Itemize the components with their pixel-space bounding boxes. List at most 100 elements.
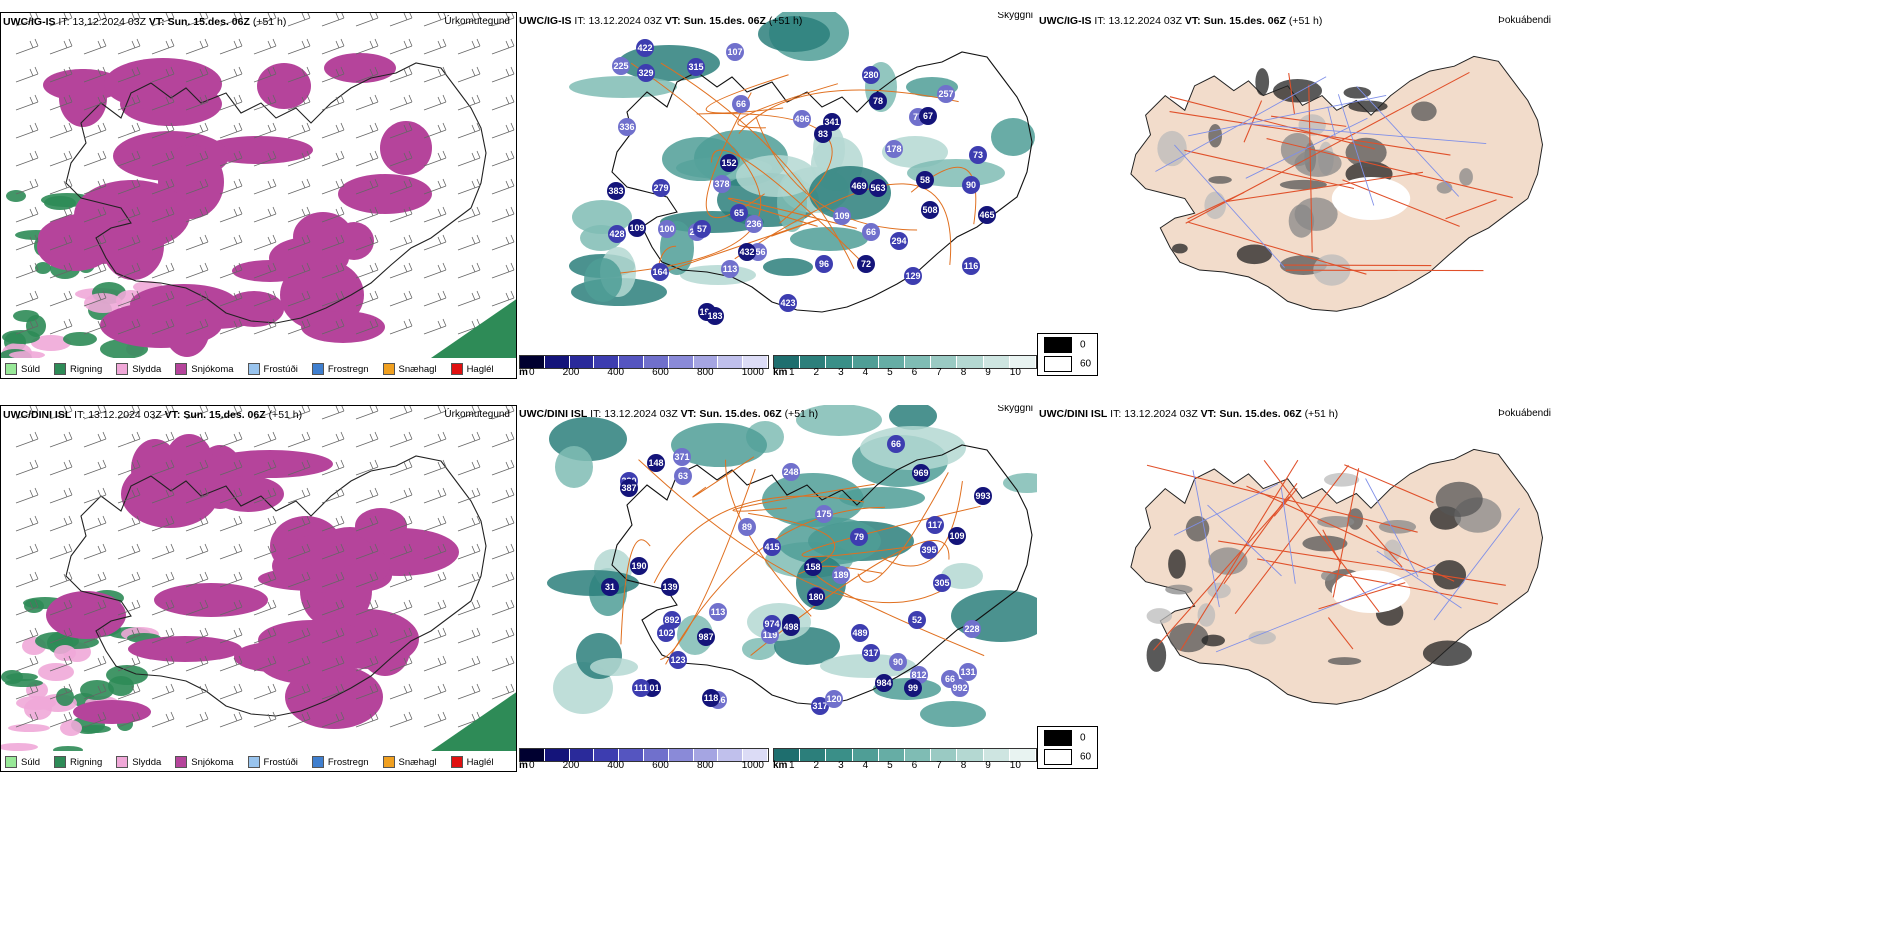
ceiling-label: 892 xyxy=(664,615,679,625)
ceiling-cell xyxy=(779,294,797,312)
road xyxy=(1225,171,1423,203)
wind-barb xyxy=(321,234,345,251)
snow-area xyxy=(355,508,407,544)
ceiling-cell xyxy=(962,176,980,194)
wind-barb xyxy=(83,178,107,195)
ceiling-label: 118 xyxy=(704,693,719,703)
ceiling-label: 63 xyxy=(678,471,688,481)
visibility-area xyxy=(758,16,830,52)
wind-barb xyxy=(491,234,515,251)
wind-barb xyxy=(457,234,481,251)
tick-label: 8 xyxy=(960,367,967,378)
ceiling-unit: m xyxy=(519,367,528,378)
rain-area xyxy=(38,663,74,681)
wind-barb xyxy=(185,318,209,335)
ceiling-cell xyxy=(637,64,655,82)
wind-barb xyxy=(83,38,107,55)
wind-barb xyxy=(117,94,141,111)
wind-barb xyxy=(491,487,515,504)
colorbar-step xyxy=(520,749,545,761)
tick-label: 200 xyxy=(562,367,580,378)
wind-barb xyxy=(49,66,73,83)
wind-barb xyxy=(287,318,311,335)
wind-barb xyxy=(355,290,379,307)
wind-barb xyxy=(117,487,141,504)
tick-label: 1000 xyxy=(741,760,764,771)
legend-label: Súld xyxy=(21,363,41,375)
wind-barb xyxy=(219,94,243,111)
wind-barb xyxy=(253,94,277,111)
wind-barb xyxy=(117,290,141,307)
wind-barb xyxy=(491,683,515,700)
river xyxy=(1280,487,1296,584)
wind-barb xyxy=(219,543,243,560)
ceiling-cell xyxy=(890,232,908,250)
ceiling-label: 111 xyxy=(634,683,648,693)
wind-barb xyxy=(321,38,345,55)
road xyxy=(1223,483,1298,585)
wind-barb xyxy=(423,487,447,504)
wind-barb xyxy=(15,487,39,504)
ceiling-label: 428 xyxy=(609,229,624,239)
wind-barb xyxy=(423,683,447,700)
rain-area xyxy=(1,670,23,684)
ceiling-ticks: 0 200 400 600 800 1000 xyxy=(529,367,764,378)
wind-barb xyxy=(185,290,209,307)
ceiling-label: 371 xyxy=(674,452,689,462)
legend-label: Frostúði xyxy=(263,363,298,375)
wind-barb xyxy=(219,234,243,251)
visibility-area xyxy=(941,563,983,589)
road xyxy=(1342,179,1460,227)
tick-label: 0 xyxy=(529,367,535,378)
colorbar-step xyxy=(619,749,644,761)
colorbar-step xyxy=(619,356,644,368)
wind-barb xyxy=(287,571,311,588)
tick-label: 8 xyxy=(960,760,967,771)
coastline xyxy=(65,455,487,717)
wind-barb xyxy=(83,459,107,476)
wind-barb xyxy=(219,683,243,700)
wind-barb xyxy=(49,459,73,476)
fog-index-map xyxy=(1130,448,1543,705)
ceiling-label: 116 xyxy=(964,261,979,271)
wind-barb xyxy=(117,234,141,251)
wind-barb xyxy=(287,487,311,504)
wind-barb xyxy=(83,627,107,644)
wind-barb xyxy=(83,571,107,588)
road xyxy=(653,495,865,584)
ceiling-cell xyxy=(951,679,969,697)
wind-barb xyxy=(389,318,413,335)
wind-barb xyxy=(389,290,413,307)
fog-area xyxy=(1294,197,1338,231)
wind-barb xyxy=(83,234,107,251)
wind-barb xyxy=(151,655,175,672)
wind-barb xyxy=(321,150,345,167)
wind-barb xyxy=(287,38,311,55)
wind-barb xyxy=(49,94,73,111)
ceiling-label: 496 xyxy=(794,114,809,124)
wind-barb xyxy=(15,150,39,167)
road xyxy=(1273,488,1298,517)
river xyxy=(1365,478,1419,578)
legend-item: Súld xyxy=(5,756,40,768)
ceiling-label: 987 xyxy=(698,632,713,642)
road xyxy=(1257,558,1499,605)
wind-barb xyxy=(321,543,345,560)
fog-area xyxy=(1201,634,1225,647)
wind-barb xyxy=(117,543,141,560)
ceiling-label: 96 xyxy=(819,259,829,269)
wind-barb xyxy=(185,262,209,279)
colorbar-step xyxy=(800,749,827,761)
legend-item: Slydda xyxy=(116,756,161,768)
wind-barb xyxy=(389,431,413,448)
wind-barb xyxy=(423,627,447,644)
wind-barb xyxy=(117,711,141,728)
tick-label: 2 xyxy=(813,760,820,771)
wind-barb xyxy=(49,38,73,55)
ceiling-ticks: 0 200 400 600 800 1000 xyxy=(529,760,764,771)
ceiling-label: 123 xyxy=(670,655,685,665)
fog-swatch xyxy=(1044,337,1072,353)
ceiling-cell xyxy=(706,307,724,325)
ceiling-cell xyxy=(669,651,687,669)
ceiling-cell xyxy=(862,644,880,662)
